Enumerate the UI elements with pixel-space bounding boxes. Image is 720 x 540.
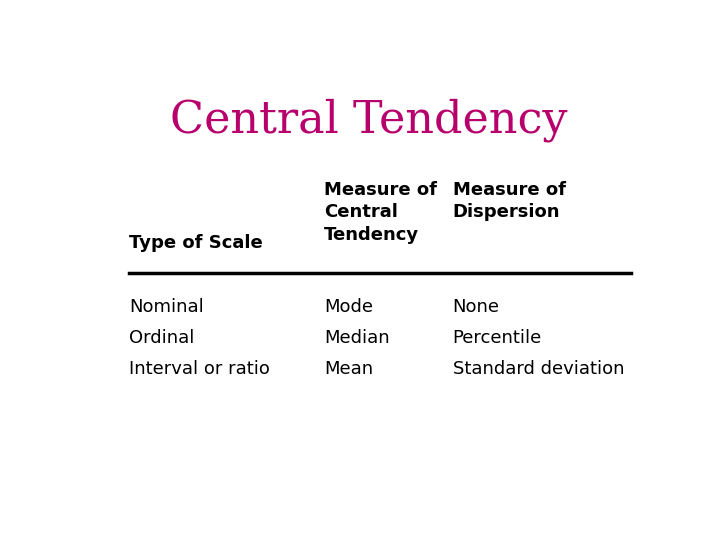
Text: Central Tendency: Central Tendency — [170, 98, 568, 141]
Text: Measure of
Central
Tendency: Measure of Central Tendency — [324, 181, 437, 244]
Text: Mode: Mode — [324, 298, 374, 316]
Text: Type of Scale: Type of Scale — [129, 234, 263, 252]
Text: None: None — [453, 298, 500, 316]
Text: Median: Median — [324, 329, 390, 347]
Text: Interval or ratio: Interval or ratio — [129, 360, 270, 378]
Text: Ordinal: Ordinal — [129, 329, 194, 347]
Text: Standard deviation: Standard deviation — [453, 360, 624, 378]
Text: Measure of
Dispersion: Measure of Dispersion — [453, 181, 566, 221]
Text: Nominal: Nominal — [129, 298, 204, 316]
Text: Mean: Mean — [324, 360, 374, 378]
Text: Percentile: Percentile — [453, 329, 542, 347]
